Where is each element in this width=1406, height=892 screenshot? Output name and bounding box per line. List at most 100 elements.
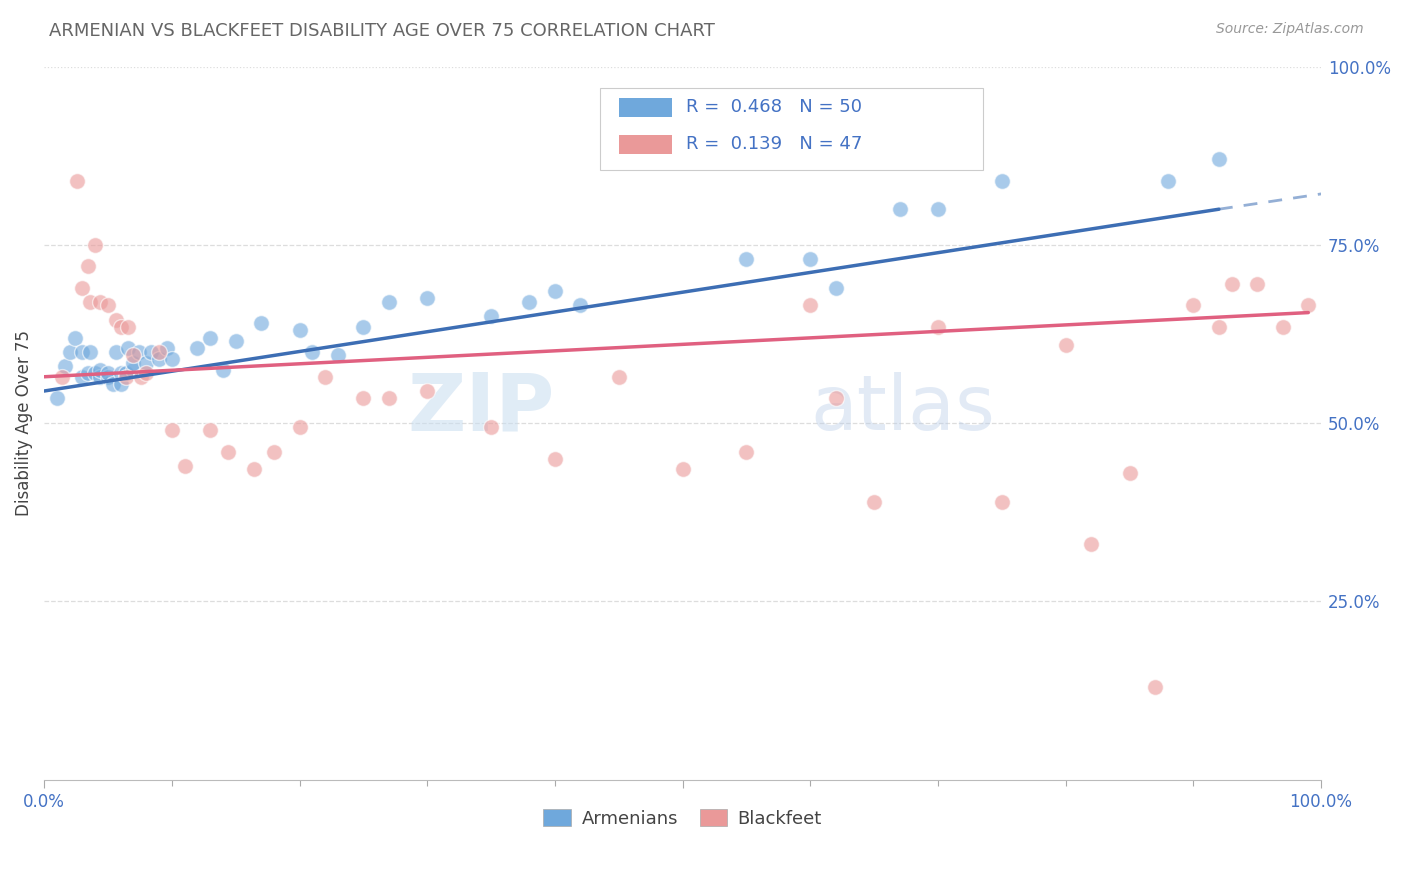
Point: [544, 284, 567, 298]
Point: [110, 319, 132, 334]
Point: [198, 423, 221, 437]
Point: [799, 298, 821, 312]
Point: [991, 494, 1014, 508]
Point: [824, 280, 846, 294]
Point: [416, 291, 439, 305]
Point: [122, 362, 145, 376]
Point: [84, 366, 107, 380]
Point: [72, 344, 94, 359]
Point: [114, 369, 136, 384]
Point: [148, 351, 170, 366]
Point: [1118, 466, 1140, 480]
Point: [114, 366, 136, 380]
Point: [479, 309, 502, 323]
Point: [53, 359, 76, 373]
Text: ZIP: ZIP: [408, 370, 555, 448]
Point: [104, 344, 127, 359]
Point: [1246, 277, 1268, 291]
Point: [863, 494, 886, 508]
Point: [72, 280, 94, 294]
Point: [59, 344, 82, 359]
Point: [1220, 277, 1243, 291]
Point: [314, 369, 336, 384]
Point: [1298, 298, 1320, 312]
Point: [1208, 319, 1230, 334]
Point: [76, 259, 98, 273]
Point: [1157, 174, 1180, 188]
Point: [479, 419, 502, 434]
Y-axis label: Disability Age Over 75: Disability Age Over 75: [15, 330, 32, 516]
Point: [1080, 537, 1102, 551]
Point: [927, 319, 949, 334]
Point: [569, 298, 592, 312]
Point: [242, 462, 264, 476]
Point: [889, 202, 911, 217]
Point: [1144, 680, 1167, 694]
Point: [122, 355, 145, 369]
Text: ARMENIAN VS BLACKFEET DISABILITY AGE OVER 75 CORRELATION CHART: ARMENIAN VS BLACKFEET DISABILITY AGE OVE…: [49, 22, 716, 40]
Text: atlas: atlas: [810, 372, 995, 446]
Point: [544, 451, 567, 466]
Point: [824, 391, 846, 405]
Text: R =  0.139   N = 47: R = 0.139 N = 47: [686, 136, 863, 153]
Point: [288, 419, 311, 434]
Point: [79, 344, 101, 359]
Point: [225, 334, 247, 348]
FancyBboxPatch shape: [599, 88, 983, 170]
Point: [104, 312, 127, 326]
Point: [135, 366, 157, 380]
Point: [141, 344, 163, 359]
Point: [110, 376, 132, 391]
Legend: Armenians, Blackfeet: Armenians, Blackfeet: [536, 802, 830, 835]
Point: [110, 366, 132, 380]
Point: [799, 252, 821, 266]
Point: [288, 323, 311, 337]
Point: [101, 376, 124, 391]
Point: [991, 174, 1014, 188]
Point: [352, 319, 374, 334]
Point: [416, 384, 439, 398]
Point: [173, 458, 195, 473]
Point: [79, 294, 101, 309]
Point: [198, 330, 221, 344]
Point: [517, 294, 540, 309]
Point: [160, 423, 183, 437]
Point: [89, 294, 111, 309]
Point: [186, 341, 208, 355]
Point: [63, 330, 86, 344]
Point: [122, 348, 145, 362]
Point: [51, 369, 73, 384]
Point: [378, 294, 401, 309]
Point: [129, 369, 152, 384]
Point: [250, 316, 273, 330]
Point: [97, 366, 120, 380]
Point: [156, 341, 179, 355]
Text: Source: ZipAtlas.com: Source: ZipAtlas.com: [1216, 22, 1364, 37]
Point: [72, 369, 94, 384]
Point: [1182, 298, 1205, 312]
Point: [352, 391, 374, 405]
Point: [89, 362, 111, 376]
Point: [607, 369, 630, 384]
Point: [76, 366, 98, 380]
Point: [326, 348, 349, 362]
Point: [1271, 319, 1294, 334]
Point: [66, 174, 89, 188]
Point: [117, 319, 139, 334]
FancyBboxPatch shape: [619, 135, 672, 153]
Point: [128, 344, 150, 359]
Point: [148, 344, 170, 359]
Point: [927, 202, 949, 217]
Text: R =  0.468   N = 50: R = 0.468 N = 50: [686, 98, 862, 116]
Point: [97, 369, 120, 384]
Point: [117, 341, 139, 355]
Point: [1208, 153, 1230, 167]
Point: [160, 351, 183, 366]
Point: [84, 237, 107, 252]
Point: [135, 355, 157, 369]
Point: [301, 344, 323, 359]
Point: [217, 444, 239, 458]
FancyBboxPatch shape: [619, 98, 672, 117]
Point: [212, 362, 235, 376]
Point: [735, 252, 758, 266]
